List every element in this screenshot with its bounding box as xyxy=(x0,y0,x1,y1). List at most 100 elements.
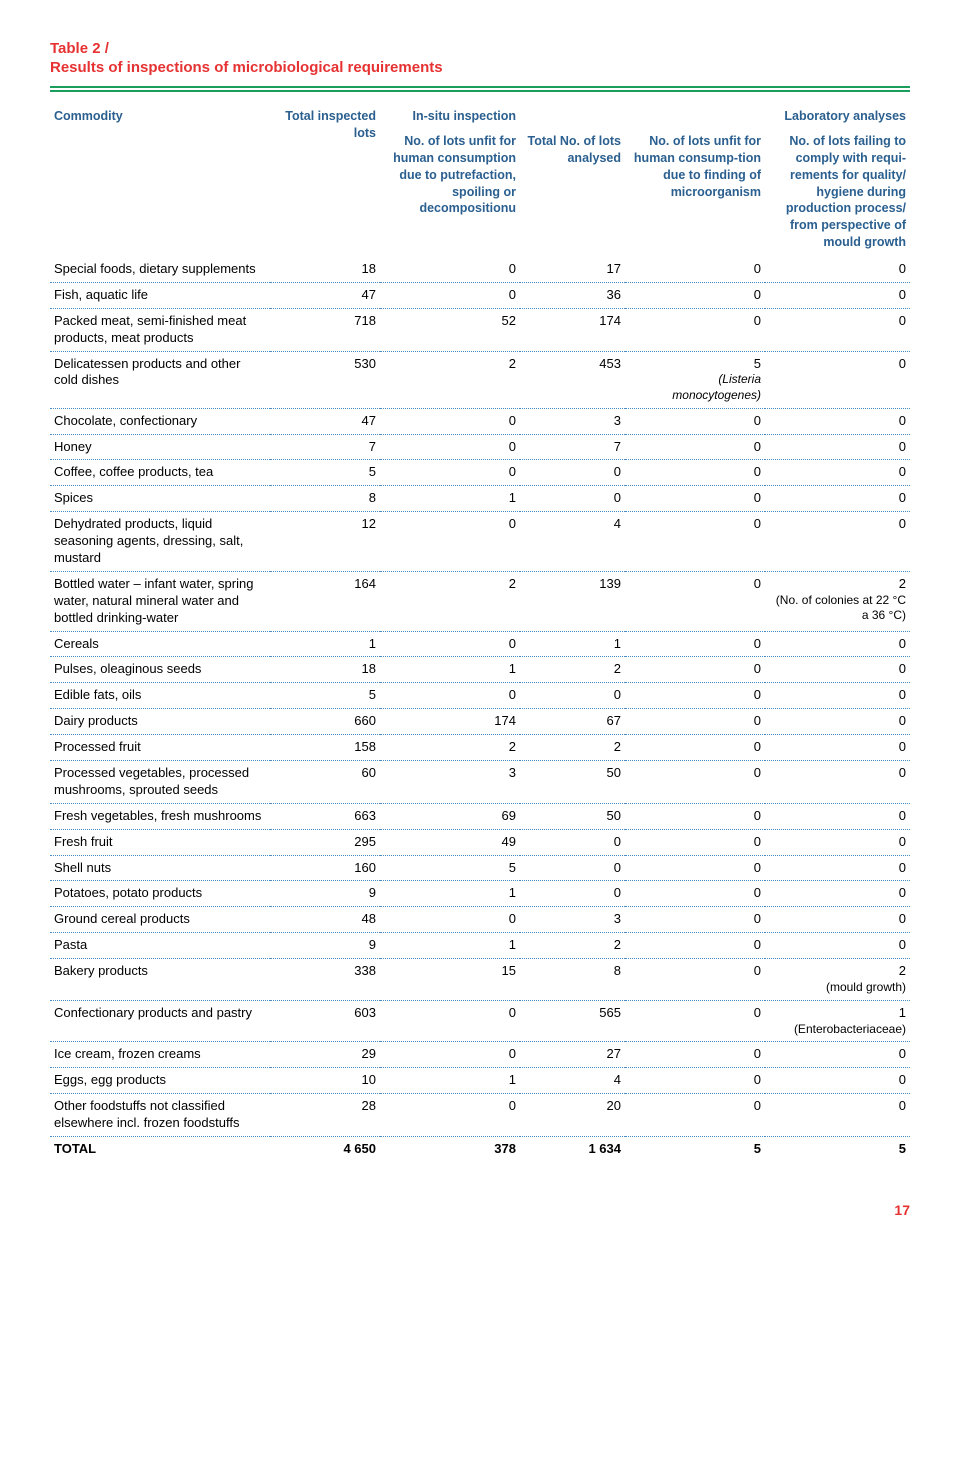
cell-c3: 1 xyxy=(380,1067,520,1093)
cell-c6: 0 xyxy=(765,907,910,933)
cell-c4: 0 xyxy=(520,855,625,881)
th-lab: Laboratory analyses xyxy=(765,106,910,131)
table-row: Chocolate, confectionary470300 xyxy=(50,408,910,434)
cell-c6: 0 xyxy=(765,351,910,408)
cell-c3: 1 xyxy=(380,881,520,907)
cell-commodity: Potatoes, potato products xyxy=(50,881,270,907)
table-row: Edible fats, oils50000 xyxy=(50,683,910,709)
cell-c4: 139 xyxy=(520,571,625,631)
cell-c2: 8 xyxy=(270,486,380,512)
cell-c3: 1 xyxy=(380,486,520,512)
cell-commodity: Ice cream, frozen creams xyxy=(50,1042,270,1068)
cell-c2: 29 xyxy=(270,1042,380,1068)
cell-c4: 453 xyxy=(520,351,625,408)
cell-commodity: Fresh fruit xyxy=(50,829,270,855)
table-row: Processed fruit1582200 xyxy=(50,735,910,761)
cell-c6: 0 xyxy=(765,735,910,761)
cell-c2: 7 xyxy=(270,434,380,460)
cell-c4: 0 xyxy=(520,829,625,855)
cell-total-label: TOTAL xyxy=(50,1136,270,1161)
cell-commodity: Pasta xyxy=(50,933,270,959)
cell-c3: 2 xyxy=(380,735,520,761)
table-row: Spices81000 xyxy=(50,486,910,512)
cell-commodity: Dehydrated products, liquid seasoning ag… xyxy=(50,512,270,572)
cell-commodity: Shell nuts xyxy=(50,855,270,881)
cell-c5: 0 xyxy=(625,486,765,512)
cell-c6: 0 xyxy=(765,855,910,881)
cell-c3: 0 xyxy=(380,434,520,460)
cell-c2: 295 xyxy=(270,829,380,855)
cell-commodity: Bottled water – infant water, spring wat… xyxy=(50,571,270,631)
cell-c5: 0 xyxy=(625,855,765,881)
cell-c2: 338 xyxy=(270,959,380,1000)
cell-commodity: Other foodstuffs not classified elsewher… xyxy=(50,1093,270,1136)
cell-c6: 0 xyxy=(765,803,910,829)
cell-c4: 565 xyxy=(520,1000,625,1041)
th-empty1 xyxy=(520,106,625,131)
th-c6: No. of lots failing to comply with requi… xyxy=(765,131,910,257)
cell-c5: 0 xyxy=(625,907,765,933)
cell-c6: 0 xyxy=(765,829,910,855)
cell-c2: 28 xyxy=(270,1093,380,1136)
table-row: Processed vegetables, processed mushroom… xyxy=(50,761,910,804)
cell-c6: 0 xyxy=(765,631,910,657)
cell-commodity: Packed meat, semi-finished meat products… xyxy=(50,308,270,351)
cell-c6: 0 xyxy=(765,408,910,434)
table-row: Bakery products33815802(mould growth) xyxy=(50,959,910,1000)
cell-c4: 4 xyxy=(520,1067,625,1093)
cell-c4: 0 xyxy=(520,683,625,709)
cell-c3: 0 xyxy=(380,1093,520,1136)
cell-c5: 0 xyxy=(625,512,765,572)
cell-c6: 0 xyxy=(765,1067,910,1093)
cell-c5: 0 xyxy=(625,709,765,735)
cell-c4: 8 xyxy=(520,959,625,1000)
th-total-inspected: Total inspected lots xyxy=(270,106,380,257)
table-row: Fish, aquatic life4703600 xyxy=(50,282,910,308)
cell-c4: 3 xyxy=(520,408,625,434)
cell-c2: 160 xyxy=(270,855,380,881)
cell-commodity: Honey xyxy=(50,434,270,460)
cell-c6: 0 xyxy=(765,709,910,735)
cell-commodity: Bakery products xyxy=(50,959,270,1000)
cell-c5: 0 xyxy=(625,735,765,761)
cell-c6: 2(No. of colonies at 22 °C a 36 °C) xyxy=(765,571,910,631)
cell-commodity: Chocolate, confectionary xyxy=(50,408,270,434)
cell-total-c4: 1 634 xyxy=(520,1136,625,1161)
cell-c2: 164 xyxy=(270,571,380,631)
cell-c2: 718 xyxy=(270,308,380,351)
divider-top-2 xyxy=(50,90,910,92)
cell-c5: 0 xyxy=(625,460,765,486)
cell-c2: 60 xyxy=(270,761,380,804)
cell-c4: 0 xyxy=(520,460,625,486)
cell-c5: 0 xyxy=(625,829,765,855)
cell-c2: 9 xyxy=(270,881,380,907)
cell-c4: 20 xyxy=(520,1093,625,1136)
cell-c5: 0 xyxy=(625,308,765,351)
cell-c3: 0 xyxy=(380,1000,520,1041)
cell-commodity: Delicatessen products and other cold dis… xyxy=(50,351,270,408)
results-table: Commodity Total inspected lots In-situ i… xyxy=(50,106,910,1162)
cell-c4: 17 xyxy=(520,257,625,282)
cell-commodity: Eggs, egg products xyxy=(50,1067,270,1093)
cell-commodity: Dairy products xyxy=(50,709,270,735)
cell-c4: 36 xyxy=(520,282,625,308)
cell-c5: 0 xyxy=(625,571,765,631)
cell-c2: 158 xyxy=(270,735,380,761)
th-c4: Total No. of lots analysed xyxy=(520,131,625,257)
cell-c3: 0 xyxy=(380,282,520,308)
table-row: Cereals10100 xyxy=(50,631,910,657)
cell-c3: 69 xyxy=(380,803,520,829)
cell-c2: 1 xyxy=(270,631,380,657)
th-insitu: In-situ inspection xyxy=(380,106,520,131)
cell-total-c5: 5 xyxy=(625,1136,765,1161)
cell-c5: 0 xyxy=(625,959,765,1000)
cell-c3: 15 xyxy=(380,959,520,1000)
cell-c6: 0 xyxy=(765,512,910,572)
cell-commodity: Coffee, coffee products, tea xyxy=(50,460,270,486)
cell-c5: 0 xyxy=(625,434,765,460)
cell-c4: 27 xyxy=(520,1042,625,1068)
table-title: Results of inspections of microbiologica… xyxy=(50,59,910,76)
cell-c6: 0 xyxy=(765,257,910,282)
page-number: 17 xyxy=(50,1202,910,1218)
cell-c2: 47 xyxy=(270,408,380,434)
